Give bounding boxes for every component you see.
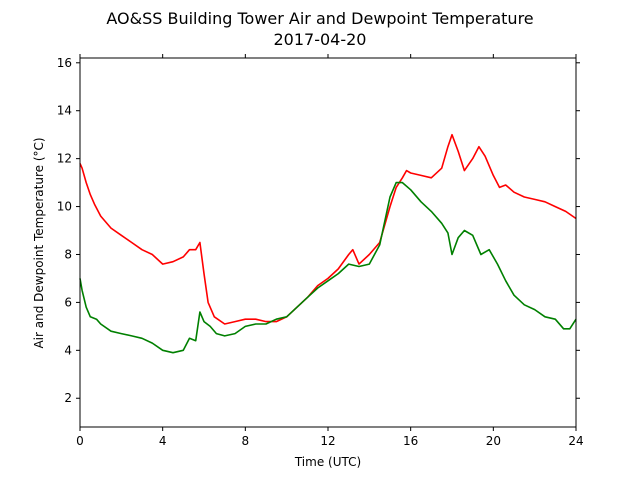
series-line-0: [79, 133, 577, 325]
y-axis-label: Air and Dewpoint Temperature (°C): [32, 137, 46, 348]
x-tick-label: 8: [242, 434, 250, 448]
x-axis-label: Time (UTC): [294, 455, 361, 469]
x-tick-label: 20: [486, 434, 501, 448]
y-tick-label: 14: [57, 104, 72, 118]
y-tick-label: 2: [64, 391, 72, 405]
series-layer: [79, 133, 577, 354]
chart-title: AO&SS Building Tower Air and Dewpoint Te…: [106, 9, 533, 28]
chart-subtitle: 2017-04-20: [274, 30, 367, 49]
plot-frame: [79, 57, 577, 428]
y-tick-label: 8: [64, 247, 72, 261]
x-tick-label: 4: [159, 434, 167, 448]
x-tick-label: 16: [403, 434, 418, 448]
x-tick-label: 0: [76, 434, 84, 448]
y-tick-label: 16: [57, 56, 72, 70]
y-tick-label: 10: [57, 200, 72, 214]
x-tick-label: 24: [568, 434, 583, 448]
x-tick-label: 12: [320, 434, 335, 448]
series-line-1: [79, 181, 577, 354]
y-tick-label: 4: [64, 343, 72, 357]
y-tick-label: 6: [64, 295, 72, 309]
y-tick-label: 12: [57, 152, 72, 166]
